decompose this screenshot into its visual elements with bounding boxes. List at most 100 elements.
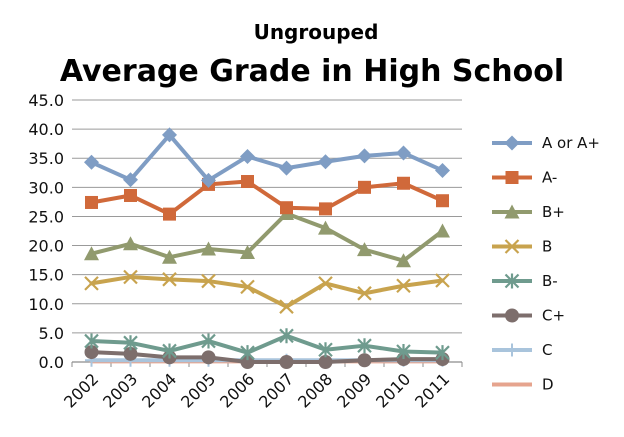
- data-point: [162, 272, 177, 287]
- y-tick-label: 35.0: [28, 149, 64, 168]
- legend-label: B: [542, 238, 552, 256]
- data-point: [85, 195, 98, 209]
- y-tick-label: 20.0: [28, 237, 64, 256]
- legend-entry: A or A+: [492, 134, 600, 152]
- series-line: [89, 211, 445, 263]
- data-point: [318, 220, 333, 235]
- data-point: [201, 273, 216, 289]
- legend-marker: [505, 171, 519, 184]
- x-tick-label: 2011: [411, 369, 453, 411]
- x-tick-label: 2004: [138, 369, 180, 411]
- data-point: [241, 175, 254, 189]
- legend-label: A-: [542, 169, 557, 187]
- legend-entry: D: [492, 376, 554, 394]
- data-point: [279, 328, 294, 344]
- series-b: [84, 269, 450, 314]
- data-point: [358, 180, 371, 194]
- data-point: [84, 154, 99, 170]
- data-point: [397, 176, 410, 190]
- series-line: [89, 179, 445, 217]
- y-tick-label: 40.0: [28, 120, 64, 139]
- data-point: [84, 333, 99, 349]
- legend-label: C+: [542, 307, 565, 325]
- legend-entry: B: [492, 238, 552, 256]
- x-tick-label: 2005: [177, 369, 219, 411]
- data-point: [279, 160, 294, 176]
- legend-label: B+: [542, 203, 565, 221]
- x-tick-label: 2008: [294, 369, 336, 411]
- data-point: [357, 338, 372, 354]
- series-a-minus: [85, 175, 449, 221]
- series-line: [89, 333, 445, 355]
- data-point: [396, 278, 411, 294]
- legend: A or A+ A- B+ B B- C+ CD: [492, 134, 600, 394]
- x-tick-label: 2003: [99, 369, 141, 411]
- legend-entry: A-: [492, 169, 557, 187]
- series-layer: [84, 127, 450, 369]
- grid-layer: [72, 99, 462, 363]
- data-point: [84, 345, 99, 360]
- y-tick-label: 0.0: [39, 353, 64, 372]
- y-tick-label: 10.0: [28, 295, 64, 314]
- data-point: [240, 355, 255, 369]
- data-point: [318, 342, 333, 358]
- y-tick-label: 30.0: [28, 178, 64, 197]
- x-tick-label: 2002: [60, 369, 102, 411]
- legend-label: C: [542, 341, 552, 359]
- data-point: [162, 249, 177, 264]
- data-point: [357, 242, 372, 257]
- legend-label: B-: [542, 272, 558, 290]
- data-point: [357, 286, 372, 301]
- data-point: [436, 194, 449, 208]
- data-point: [162, 127, 177, 143]
- data-point: [84, 276, 99, 291]
- data-point: [123, 346, 138, 361]
- legend-marker: [504, 239, 520, 254]
- data-point: [318, 355, 333, 369]
- data-point: [123, 172, 138, 188]
- y-tick-label: 5.0: [39, 324, 64, 343]
- series-b-plus: [84, 206, 450, 268]
- data-point: [123, 236, 138, 251]
- series-b-minus: [84, 328, 450, 361]
- legend-label: D: [542, 376, 554, 394]
- legend-entry: C+: [492, 307, 565, 325]
- data-point: [163, 207, 176, 221]
- y-tick-label: 15.0: [28, 266, 64, 285]
- data-point: [435, 223, 450, 238]
- data-point: [279, 299, 294, 314]
- data-point: [240, 245, 255, 260]
- data-point: [279, 355, 294, 369]
- y-tick-label: 25.0: [28, 207, 64, 226]
- legend-marker: [505, 343, 519, 357]
- x-tick-label: 2007: [255, 369, 297, 411]
- x-tick-label: 2010: [372, 369, 414, 411]
- data-point: [201, 241, 216, 256]
- data-point: [435, 162, 450, 178]
- series-line: [89, 274, 445, 309]
- series-line: [89, 350, 445, 364]
- series-a-or-a-plus: [84, 127, 450, 188]
- data-point: [396, 145, 411, 161]
- data-point: [357, 148, 372, 164]
- data-point: [357, 353, 372, 368]
- legend-marker: [505, 308, 519, 323]
- x-tick-label: 2006: [216, 369, 258, 411]
- data-point: [201, 350, 216, 365]
- data-point: [201, 172, 216, 188]
- y-tick-label: 45.0: [28, 91, 64, 110]
- chart-subtitle: Ungrouped: [254, 20, 379, 44]
- data-point: [396, 253, 411, 268]
- legend-marker: [504, 135, 520, 151]
- data-point: [240, 345, 255, 361]
- data-point: [319, 202, 332, 216]
- legend-marker: [504, 204, 520, 219]
- legend-label: A or A+: [542, 134, 600, 152]
- x-tick-label: 2009: [333, 369, 375, 411]
- data-point: [435, 345, 450, 361]
- data-point: [318, 276, 333, 291]
- chart-title: Average Grade in High School: [60, 54, 564, 89]
- legend-marker: [504, 273, 520, 289]
- data-point: [240, 148, 255, 164]
